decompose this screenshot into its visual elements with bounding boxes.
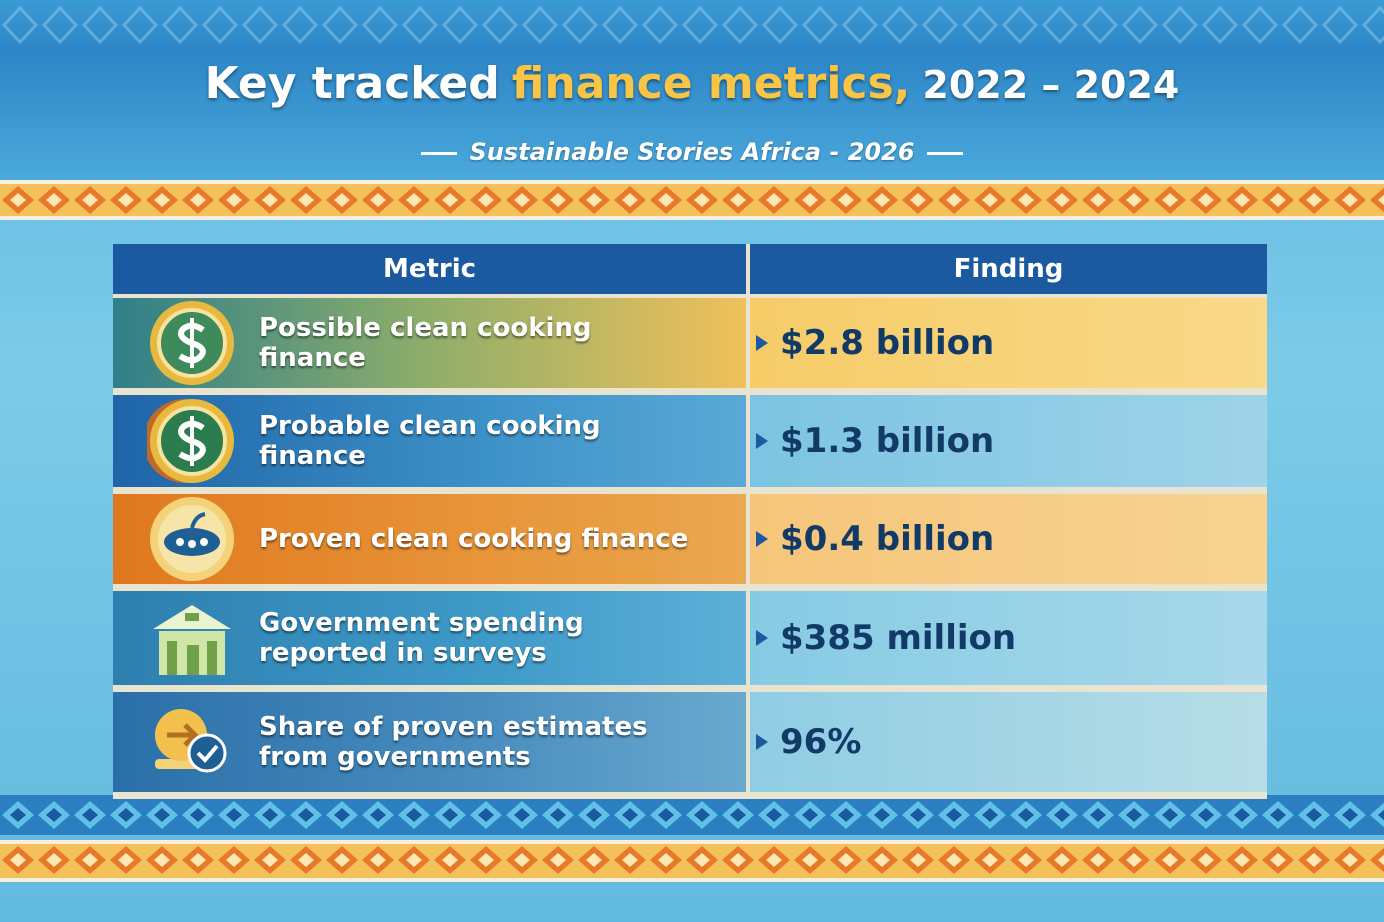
- table-row: Government spending reported in surveys $…: [113, 591, 1267, 692]
- header-pattern: [0, 0, 1384, 50]
- table-body: Possible clean cooking finance $2.8 billi…: [113, 298, 1267, 799]
- metric-icon: [153, 605, 231, 675]
- finding-cell: $385 million: [750, 591, 1267, 685]
- ornament-band: [0, 180, 1384, 220]
- table: Metric Finding Possible clean cooking fi…: [113, 244, 1267, 799]
- metric-text: Government spending reported in surveys: [259, 608, 584, 668]
- metric-cell: Share of proven estimates from governmen…: [113, 692, 750, 792]
- metric-icon: [150, 301, 234, 385]
- metric-cell: Proven clean cooking finance: [113, 494, 750, 584]
- ornament-band: [0, 840, 1384, 882]
- table-row: Possible clean cooking finance $2.8 billi…: [113, 298, 1267, 395]
- metric-text: Proven clean cooking finance: [259, 524, 689, 554]
- finding-cell: $1.3 billion: [750, 395, 1267, 487]
- metric-icon: [147, 399, 234, 483]
- finding-cell: $2.8 billion: [750, 298, 1267, 388]
- metric-cell: Probable clean cooking finance: [113, 395, 750, 487]
- metric-text: Share of proven estimates from governmen…: [259, 712, 648, 772]
- title: Key tracked finance metrics, 2022 – 2024: [0, 58, 1384, 109]
- metric-text: Possible clean cooking finance: [259, 313, 592, 373]
- title-part: Key tracked: [204, 58, 500, 109]
- table-header: Metric Finding: [113, 244, 1267, 298]
- title-years: 2022 – 2024: [922, 63, 1180, 107]
- finding-cell: 96%: [750, 692, 1267, 792]
- metric-icon: [155, 709, 227, 773]
- column-header: Finding: [953, 254, 1064, 284]
- metric-cell: Government spending reported in surveys: [113, 591, 750, 685]
- metric-icon: [150, 497, 234, 581]
- ornament-band: [0, 795, 1384, 835]
- table-row: Proven clean cooking finance $0.4 billion: [113, 494, 1267, 591]
- metric-text: Probable clean cooking finance: [259, 411, 601, 471]
- subtitle: Sustainable Stories Africa - 2026: [0, 138, 1384, 166]
- table-row: Share of proven estimates from governmen…: [113, 692, 1267, 799]
- column-header: Metric: [113, 244, 750, 294]
- title-highlight: finance metrics,: [511, 58, 911, 109]
- metric-cell: Possible clean cooking finance: [113, 298, 750, 388]
- finding-cell: $0.4 billion: [750, 494, 1267, 584]
- table-row: Probable clean cooking finance $1.3 billi…: [113, 395, 1267, 494]
